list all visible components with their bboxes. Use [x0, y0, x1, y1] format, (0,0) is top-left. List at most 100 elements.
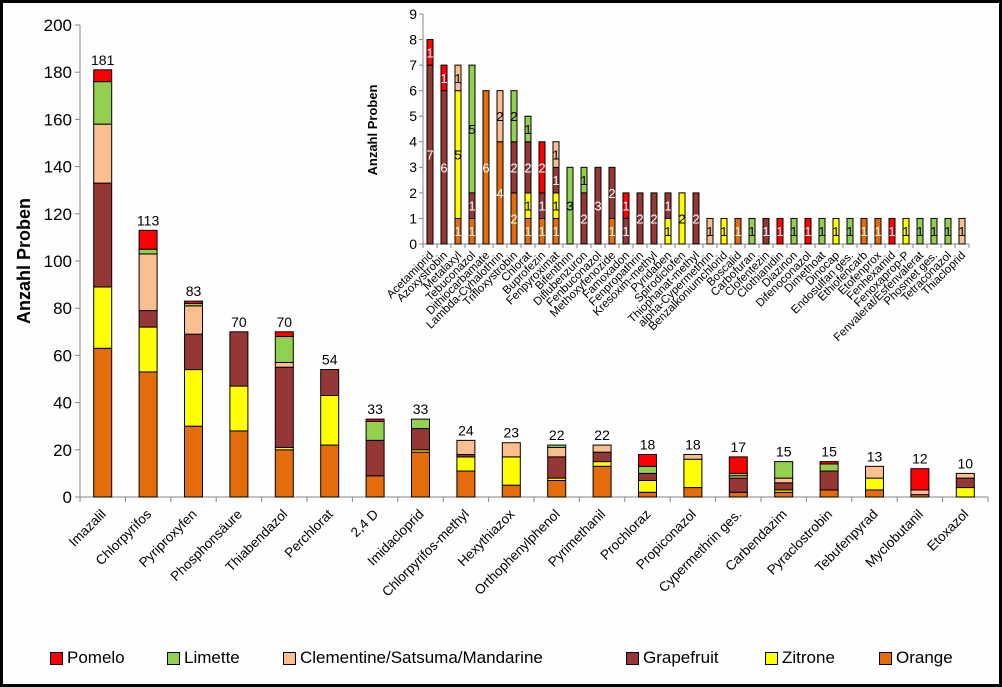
- data-label: 1: [454, 71, 461, 86]
- bar-chlorpyrifos: [138, 229, 158, 498]
- bar-segment-limette: [411, 418, 430, 430]
- bar-imidacloprid: [411, 418, 430, 498]
- bar-propiconazol: [683, 454, 703, 498]
- bar-etoxazol: [955, 472, 975, 498]
- y-tick-label: 40: [53, 394, 72, 413]
- bar-segment-clementine-satsuma-mandarine: [456, 439, 476, 456]
- bar-acetamiprid: 71: [426, 39, 434, 245]
- bar-segment-limette: [93, 81, 113, 125]
- data-label: 1: [426, 45, 433, 60]
- data-label: 2: [580, 211, 587, 226]
- bar-segment-pomelo: [274, 331, 294, 338]
- total-label: 33: [367, 401, 383, 417]
- data-label: 1: [538, 224, 545, 239]
- bar-segment-zitrone: [229, 385, 249, 432]
- total-label: 83: [186, 283, 202, 299]
- bar-bifenthrin: 3: [566, 166, 574, 245]
- total-label: 33: [413, 401, 429, 417]
- y-tick-label: 3: [409, 159, 417, 175]
- data-label: 1: [958, 224, 965, 239]
- total-label: 17: [731, 439, 747, 455]
- y-tick-label: 6: [409, 83, 417, 99]
- bar-tebufenpyrad: [865, 465, 884, 498]
- bar-segment-grapefruit: [650, 192, 658, 245]
- bar-etofenprox: 1: [874, 217, 882, 245]
- bar-difenoconazol: 1: [804, 217, 812, 245]
- data-label: 1: [524, 199, 531, 214]
- y-tick-label: 5: [409, 108, 417, 124]
- data-label: 4: [496, 186, 503, 201]
- bar-segment-clementine-satsuma-mandarine: [138, 253, 158, 312]
- bar-segment-orange: [865, 489, 884, 498]
- bar-segment-pomelo: [819, 461, 839, 465]
- bar-segment-grapefruit: [608, 166, 616, 219]
- legend: Pomelo Limette Clementine/Satsuma/Mandar…: [0, 648, 1002, 670]
- legend-label-clementine: Clementine/Satsuma/Mandarine: [300, 648, 543, 667]
- y-tick-label: 100: [44, 252, 72, 271]
- data-label: 2: [538, 160, 545, 175]
- x-tick-label: Perchlorat: [282, 506, 336, 560]
- x-tick-label: 2,4 D: [348, 506, 382, 540]
- bar-segment-clementine-satsuma-mandarine: [774, 477, 794, 484]
- total-label: 13: [867, 448, 883, 464]
- bar-ethiofencarb: 1: [860, 217, 868, 245]
- total-label: 113: [137, 212, 160, 228]
- bar-fenpyroximat: 1 1 1 1: [552, 141, 560, 245]
- bar-phosphons-ure: [229, 331, 249, 498]
- legend-label-limette: Limette: [184, 648, 240, 667]
- y-tick-label: 160: [44, 110, 72, 129]
- bar-dimethoat: 1: [818, 217, 826, 245]
- bar-segment-zitrone: [592, 461, 612, 467]
- bar-segment-clementine-satsuma-mandarine: [683, 454, 703, 460]
- data-label: 2: [510, 109, 517, 124]
- total-label: 10: [958, 455, 974, 471]
- bar-segment-grapefruit: [365, 439, 385, 477]
- bar-segment-zitrone: [832, 217, 840, 245]
- total-label: 54: [322, 352, 338, 368]
- bar-segment-limette: [819, 463, 839, 472]
- bar-segment-limette: [566, 166, 574, 245]
- bar-segment-clementine-satsuma-mandarine: [706, 217, 714, 245]
- x-tick-label: Orthophenylphenol: [472, 507, 563, 598]
- total-label: 12: [912, 451, 928, 467]
- data-label: 1: [748, 224, 755, 239]
- y-axis-title: Anzahl Proben: [365, 84, 380, 175]
- bar-segment-grapefruit: [594, 166, 602, 245]
- bar-segment-zitrone: [902, 217, 910, 245]
- data-label: 1: [804, 224, 811, 239]
- data-label: 1: [454, 224, 461, 239]
- bar-segment-orange: [501, 484, 521, 498]
- bar-segment-pomelo: [440, 64, 448, 92]
- data-label: 2: [692, 211, 699, 226]
- bar-segment-pomelo: [365, 418, 385, 422]
- bar-segment-grapefruit: [774, 482, 794, 491]
- bar-segment-zitrone: [184, 369, 203, 427]
- bar-fenhexamid: 1: [888, 217, 896, 245]
- bar-fenpropathrin: 2: [636, 192, 644, 245]
- x-tick-label: Cypermethrin ges.: [656, 507, 745, 596]
- bar-segment-pomelo: [138, 229, 158, 250]
- bar-segment-pomelo: [538, 141, 546, 194]
- total-label: 18: [685, 437, 701, 453]
- data-label: 1: [790, 224, 797, 239]
- bar-clothianidin: 1: [776, 217, 784, 245]
- data-label: 1: [944, 224, 951, 239]
- bar-segment-limette: [524, 115, 532, 143]
- bar-segment-limette: [790, 217, 798, 245]
- y-tick-label: 9: [409, 6, 417, 22]
- data-label: 6: [482, 160, 489, 175]
- data-label: 1: [762, 224, 769, 239]
- y-tick-label: 80: [53, 299, 72, 318]
- bar-segment-grapefruit: [955, 477, 975, 489]
- legend-item-orange: Orange: [879, 648, 953, 668]
- bar-segment-orange: [93, 347, 113, 498]
- bar-segment-limette: [365, 420, 385, 441]
- bar-segment-orange: [819, 489, 839, 498]
- bar-segment-limette: [138, 248, 158, 255]
- bar-fenoxaprop-p: 1: [902, 217, 910, 245]
- x-tick-label: Chlorpyrifos-methyl: [379, 507, 472, 600]
- bar-segment-grapefruit: [274, 366, 294, 448]
- bar-segment-zitrone: [720, 217, 728, 245]
- bar-segment-grapefruit: [229, 331, 249, 387]
- y-tick-label: 4: [409, 134, 417, 150]
